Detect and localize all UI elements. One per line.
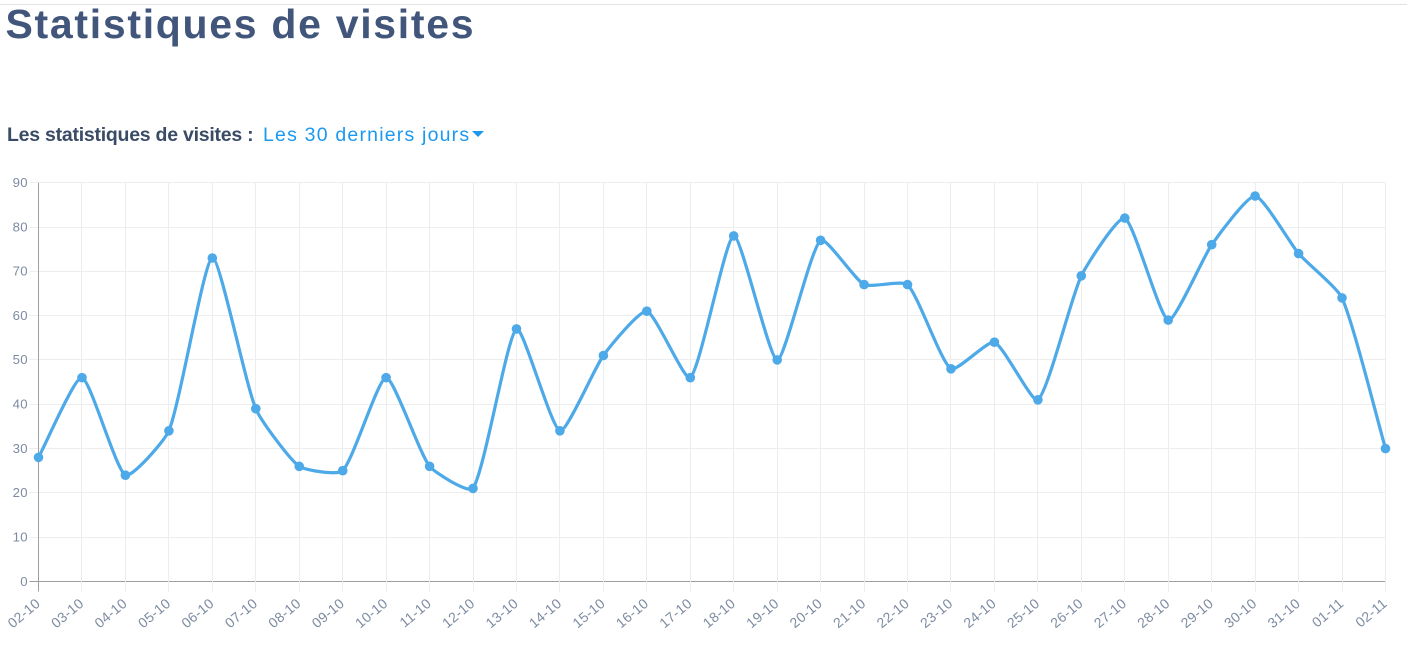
svg-text:40: 40 <box>13 397 28 412</box>
svg-text:11-10: 11-10 <box>396 595 434 630</box>
svg-text:10: 10 <box>13 530 28 545</box>
svg-text:08-10: 08-10 <box>265 595 304 631</box>
svg-text:30: 30 <box>13 441 28 456</box>
svg-text:01-11: 01-11 <box>1309 595 1347 630</box>
svg-text:60: 60 <box>13 308 28 323</box>
svg-text:20-10: 20-10 <box>786 595 825 631</box>
svg-text:29-10: 29-10 <box>1178 595 1217 631</box>
svg-text:03-10: 03-10 <box>48 595 87 631</box>
svg-text:16-10: 16-10 <box>613 595 652 631</box>
svg-text:25-10: 25-10 <box>1004 595 1043 631</box>
svg-text:28-10: 28-10 <box>1134 595 1173 631</box>
svg-text:02-11: 02-11 <box>1352 595 1390 630</box>
svg-text:24-10: 24-10 <box>960 595 999 631</box>
svg-text:09-10: 09-10 <box>309 595 348 631</box>
svg-text:26-10: 26-10 <box>1047 595 1086 631</box>
svg-text:20: 20 <box>13 485 28 500</box>
svg-text:30-10: 30-10 <box>1221 595 1260 631</box>
svg-text:23-10: 23-10 <box>917 595 956 631</box>
svg-text:27-10: 27-10 <box>1091 595 1130 631</box>
svg-text:06-10: 06-10 <box>178 595 217 631</box>
svg-text:90: 90 <box>13 175 28 190</box>
svg-text:10-10: 10-10 <box>352 595 391 631</box>
svg-text:13-10: 13-10 <box>482 595 521 631</box>
svg-text:0: 0 <box>20 574 28 589</box>
svg-text:15-10: 15-10 <box>569 595 608 631</box>
svg-text:12-10: 12-10 <box>439 595 478 631</box>
svg-text:07-10: 07-10 <box>222 595 261 631</box>
svg-text:04-10: 04-10 <box>91 595 130 631</box>
svg-text:21-10: 21-10 <box>830 595 869 631</box>
svg-text:31-10: 31-10 <box>1264 595 1303 631</box>
svg-text:02-10: 02-10 <box>4 595 43 631</box>
svg-text:50: 50 <box>13 352 28 367</box>
svg-text:70: 70 <box>13 264 28 279</box>
svg-text:80: 80 <box>13 219 28 234</box>
svg-text:14-10: 14-10 <box>526 595 565 631</box>
svg-text:05-10: 05-10 <box>135 595 174 631</box>
svg-text:18-10: 18-10 <box>700 595 739 631</box>
svg-text:22-10: 22-10 <box>873 595 912 631</box>
svg-text:19-10: 19-10 <box>743 595 782 631</box>
svg-text:17-10: 17-10 <box>656 595 695 631</box>
